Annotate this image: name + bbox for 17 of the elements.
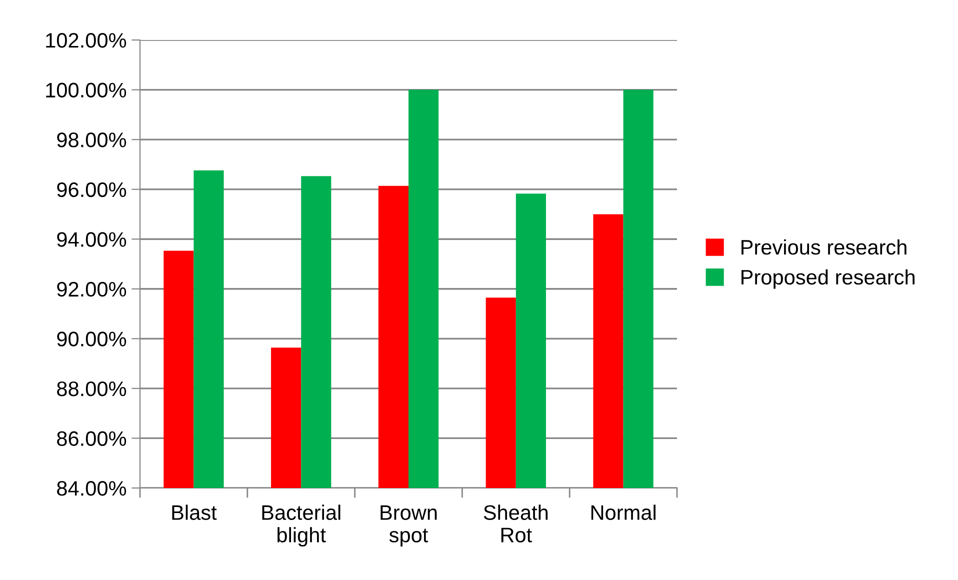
y-tick-label: 102.00% [46, 33, 126, 48]
y-tick-label: 84.00% [57, 481, 126, 496]
legend-label: Previous research [742, 239, 906, 255]
y-tick-label: 98.00% [57, 132, 126, 148]
y-tick-label: 94.00% [57, 232, 126, 247]
x-tick-label: Bacterial blight [262, 504, 340, 547]
y-tick-label: 96.00% [57, 182, 126, 198]
y-tick-label: 90.00% [57, 332, 126, 346]
y-tick-label: 100.00% [46, 82, 126, 98]
x-tick-label: Blast [172, 504, 217, 520]
y-tick-label: 88.00% [57, 381, 126, 396]
y-tick-label: 86.00% [57, 431, 126, 446]
y-tick-label: 92.00% [57, 282, 126, 297]
legend-label: Proposed research [742, 269, 914, 289]
x-tick-label: Brown spot [380, 505, 437, 547]
x-tick-label: Sheath Rot [484, 504, 548, 542]
x-tick-label: Normal [591, 504, 656, 520]
